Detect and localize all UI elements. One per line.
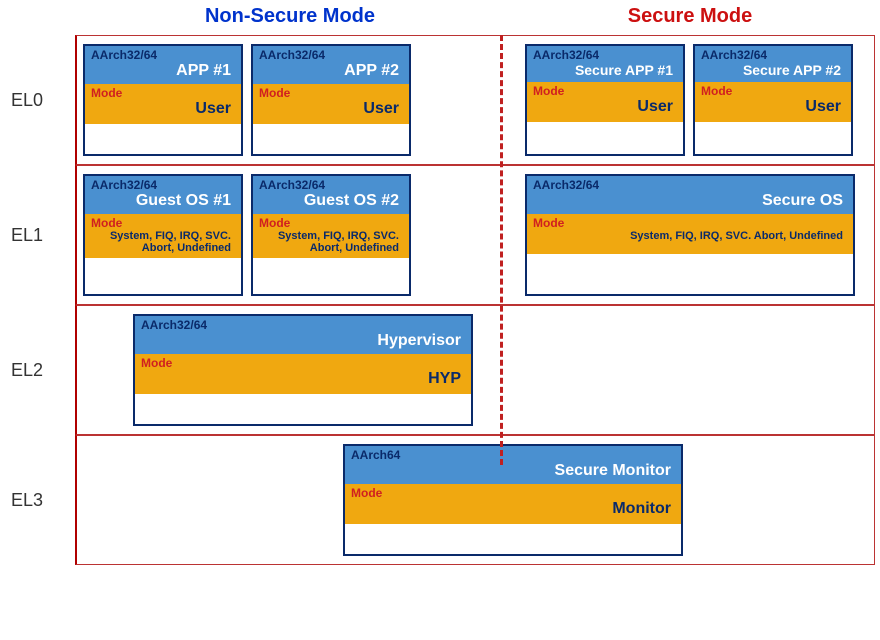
content-el0: AArch32/64APP #1 ModeUser AArch32/64APP … — [75, 35, 875, 165]
row-el1: EL1 AArch32/64Guest OS #1 ModeSystem, FI… — [5, 165, 875, 305]
mode-label: Mode — [91, 86, 235, 100]
row-el3: EL3 AArch64Secure Monitor ModeMonitor — [5, 435, 875, 565]
box-mon: AArch64Secure Monitor ModeMonitor — [343, 444, 683, 556]
secure-divider — [500, 35, 503, 465]
box-sos: AArch32/64Secure OS ModeSystem, FIQ, IRQ… — [525, 174, 855, 296]
title-app1: APP #1 — [91, 62, 235, 80]
arch-label: AArch32/64 — [91, 48, 235, 62]
mode-app1: User — [91, 100, 235, 118]
box-hyp: AArch32/64Hypervisor ModeHYP — [133, 314, 473, 426]
box-sapp2: AArch32/64Secure APP #2 ModeUser — [693, 44, 853, 156]
content-el1: AArch32/64Guest OS #1 ModeSystem, FIQ, I… — [75, 165, 875, 305]
content-el2: AArch32/64Hypervisor ModeHYP — [75, 305, 875, 435]
box-app2: AArch32/64APP #2 ModeUser — [251, 44, 411, 156]
header-nonsecure: Non-Secure Mode — [75, 5, 505, 35]
row-el2: EL2 AArch32/64Hypervisor ModeHYP — [5, 305, 875, 435]
box-gos1: AArch32/64Guest OS #1 ModeSystem, FIQ, I… — [83, 174, 243, 296]
content-el3: AArch64Secure Monitor ModeMonitor — [75, 435, 875, 565]
row-el0: EL0 AArch32/64APP #1 ModeUser AArch32/64… — [5, 35, 875, 165]
label-el2: EL2 — [5, 305, 75, 435]
header-row: Non-Secure Mode Secure Mode — [5, 5, 875, 35]
label-el0: EL0 — [5, 35, 75, 165]
header-secure: Secure Mode — [505, 5, 875, 35]
label-el3: EL3 — [5, 435, 75, 565]
box-sapp1: AArch32/64Secure APP #1 ModeUser — [525, 44, 685, 156]
box-app1: AArch32/64APP #1 ModeUser — [83, 44, 243, 156]
label-el1: EL1 — [5, 165, 75, 305]
box-gos2: AArch32/64Guest OS #2 ModeSystem, FIQ, I… — [251, 174, 411, 296]
